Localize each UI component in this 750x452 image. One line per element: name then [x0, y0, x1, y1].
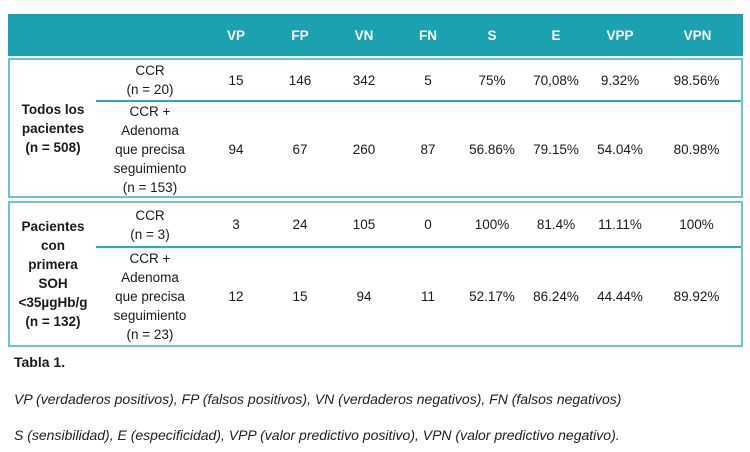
value-cell: 67: [268, 100, 332, 197]
value-cell: 81.4%: [536, 217, 576, 232]
value-cell: 100%: [679, 217, 714, 232]
value-cell: 15: [228, 72, 244, 88]
value-cell: 260: [332, 100, 396, 197]
value-cell: 5: [424, 72, 432, 88]
footnote-abbreviations-2: S (sensibilidad), E (especificidad), VPP…: [14, 427, 620, 443]
table-caption-title: Tabla 1.: [14, 354, 66, 370]
column-header-fp: FP: [291, 27, 309, 43]
table-group-first-soh: Pacientes con primera SOH <35µgHb/g (n =…: [8, 201, 743, 347]
value-cell: 70,08%: [533, 72, 579, 88]
value-cell: 80.98%: [652, 100, 741, 197]
value-cell: 54.04%: [588, 100, 652, 197]
value-cell: 3: [232, 217, 240, 232]
value-cell: 98.56%: [673, 72, 720, 88]
row-label: CCR (n = 3): [130, 207, 170, 242]
value-cell: 52.17%: [460, 246, 524, 345]
column-header-vpp: VPP: [606, 27, 634, 43]
row-label: CCR + Adenoma que precisa seguimiento (n…: [96, 246, 204, 345]
column-header-vp: VP: [226, 27, 245, 43]
column-header-s: S: [487, 27, 497, 43]
group-label: Todos los pacientes (n = 508): [21, 102, 85, 155]
value-cell: 89.92%: [652, 246, 741, 345]
value-cell: 56.86%: [460, 100, 524, 197]
value-cell: 87: [396, 100, 460, 197]
column-header-e: E: [551, 27, 561, 43]
value-cell: 0: [424, 217, 432, 232]
value-cell: 86.24%: [524, 246, 588, 345]
column-header-vn: VN: [354, 27, 374, 43]
footnote-abbreviations-1: VP (verdaderos positivos), FP (falsos po…: [14, 391, 622, 407]
value-cell: 12: [204, 246, 268, 345]
table-header-row: VP FP VN FN S E VPP VPN: [8, 14, 743, 56]
value-cell: 9.32%: [600, 72, 640, 88]
group-label: Pacientes con primera SOH <35µgHb/g (n =…: [18, 219, 88, 329]
row-label: CCR (n = 20): [126, 63, 174, 97]
value-cell: 79.15%: [524, 100, 588, 197]
value-cell: 15: [268, 246, 332, 345]
value-cell: 11: [396, 246, 460, 345]
value-cell: 342: [352, 72, 376, 88]
value-cell: 100%: [474, 217, 510, 232]
value-cell: 94: [204, 100, 268, 197]
value-cell: 75%: [478, 72, 506, 88]
table-group-all-patients: Todos los pacientes (n = 508) CCR (n = 2…: [8, 58, 743, 198]
value-cell: 24: [292, 217, 308, 232]
value-cell: 105: [352, 217, 376, 232]
value-cell: 11.11%: [598, 217, 642, 232]
row-label: CCR + Adenoma que precisa seguimiento (n…: [96, 100, 204, 197]
column-header-fn: FN: [419, 27, 437, 43]
value-cell: 146: [288, 72, 312, 88]
column-header-vpn: VPN: [683, 27, 712, 43]
value-cell: 44.44%: [588, 246, 652, 345]
value-cell: 94: [332, 246, 396, 345]
